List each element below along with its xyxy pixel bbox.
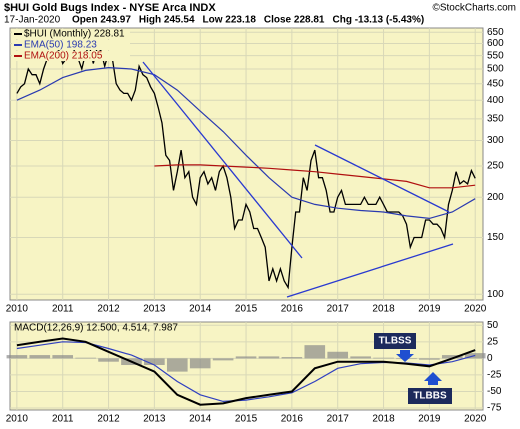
y-tick-label: 300 — [487, 135, 504, 146]
panel-title: MACD(12,26,9) 12.500, 4.514, 7.987 — [14, 323, 178, 334]
y-tick-label: 450 — [487, 78, 504, 89]
legend-box — [12, 40, 130, 50]
source: ©StockCharts.com — [432, 3, 516, 14]
x-tick-label: 2013 — [143, 304, 166, 315]
x-tick-label: 2010 — [6, 304, 29, 315]
x-tick-label: 2018 — [372, 304, 395, 315]
x-tick-label: 2012 — [97, 414, 120, 425]
series-line — [154, 164, 476, 189]
chart-title: $HUI Gold Bugs Index - NYSE Arca INDX — [4, 2, 216, 14]
x-tick-label: 2011 — [52, 304, 74, 315]
annotation-box — [374, 333, 416, 349]
legend-label: EMA(200) 218.05 — [24, 51, 103, 62]
x-tick-label: 2020 — [464, 304, 487, 315]
y-tick-label: 550 — [487, 50, 504, 61]
x-tick-label: 2012 — [97, 304, 120, 315]
histogram-bar — [373, 357, 394, 359]
y-tick-label: 200 — [487, 192, 504, 203]
x-tick-label: 2018 — [372, 414, 395, 425]
histogram-bar — [189, 358, 211, 369]
y-tick-label: 0 — [487, 353, 493, 364]
x-tick-label: 2015 — [235, 304, 258, 315]
x-tick-label: 2014 — [189, 304, 212, 315]
y-tick-label: 600 — [487, 38, 504, 49]
trendline — [314, 144, 450, 213]
x-tick-label: 2010 — [6, 414, 29, 425]
legend-label: EMA(50) 198.23 — [24, 40, 97, 51]
x-tick-label: 2017 — [327, 304, 350, 315]
y-tick-label: -25 — [487, 370, 502, 381]
x-tick-label: 2014 — [189, 414, 212, 425]
x-tick-label: 2016 — [281, 414, 304, 425]
histogram-bar — [52, 355, 74, 359]
x-tick-label: 2013 — [143, 414, 166, 425]
histogram-bar — [98, 358, 119, 362]
quote-stat: Low 223.18 — [203, 15, 257, 26]
y-tick-label: 25 — [487, 336, 499, 347]
y-tick-label: 350 — [487, 114, 504, 125]
quote-stat: Close 228.81 — [264, 15, 325, 26]
date: 17-Jan-2020 — [4, 15, 61, 26]
x-tick-label: 2020 — [464, 414, 487, 425]
x-tick-label: 2017 — [327, 414, 350, 425]
y-tick-label: 100 — [487, 289, 504, 300]
y-tick-label: 150 — [487, 232, 504, 243]
histogram-bar — [75, 357, 96, 359]
trendline — [142, 61, 303, 259]
macd-line — [16, 337, 476, 406]
histogram-bar — [281, 357, 303, 359]
histogram-bar — [29, 355, 51, 359]
x-tick-label: 2015 — [235, 414, 258, 425]
histogram-bar — [6, 355, 28, 359]
series-line — [16, 43, 476, 290]
quote-stat: Open 243.97 — [72, 15, 131, 26]
annotation: TLBBS — [413, 391, 447, 402]
arrow — [396, 350, 414, 362]
histogram-bar — [350, 356, 371, 359]
histogram-bar — [212, 358, 234, 361]
series-line — [16, 66, 476, 220]
quote-stat: Chg -13.13 (-5.43%) — [332, 15, 424, 26]
histogram-bar — [304, 345, 326, 359]
trendlines — [142, 61, 454, 298]
trendline — [286, 243, 454, 298]
histogram-bar — [235, 356, 257, 359]
x-tick-label: 2019 — [418, 304, 441, 315]
histogram-bar — [258, 356, 280, 359]
legend-box — [12, 51, 130, 61]
y-tick-label: 250 — [487, 161, 504, 172]
histogram-bar — [327, 351, 349, 359]
x-tick-label: 2019 — [418, 414, 441, 425]
annotation-box — [408, 388, 452, 404]
y-tick-label: -75 — [487, 403, 502, 414]
legend-box — [12, 29, 130, 39]
x-tick-label: 2016 — [281, 304, 304, 315]
annotation: TLBSS — [379, 336, 412, 347]
y-tick-label: 400 — [487, 95, 504, 106]
legend-label: $HUI (Monthly) 228.81 — [24, 29, 125, 40]
histogram-bar — [419, 358, 440, 360]
arrow — [424, 372, 442, 385]
y-tick-label: 500 — [487, 64, 504, 75]
y-tick-label: 50 — [487, 320, 499, 331]
histogram-bar — [166, 358, 188, 372]
y-tick-label: 650 — [487, 27, 504, 38]
histogram-bar — [441, 355, 463, 359]
x-tick-label: 2011 — [52, 414, 74, 425]
quote-stat: High 245.54 — [139, 15, 195, 26]
y-tick-label: -50 — [487, 386, 502, 397]
histogram-bar — [144, 358, 165, 366]
